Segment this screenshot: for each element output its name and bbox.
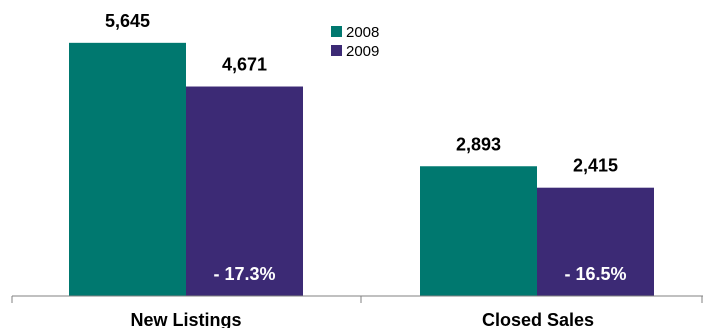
legend: 2008 2009 (331, 24, 379, 60)
value-label-new-listings-2009: 4,671 (222, 55, 267, 75)
x-axis: New Listings Closed Sales (11, 295, 703, 328)
bar-closed-sales-2008 (420, 166, 537, 296)
legend-swatch-2008 (331, 26, 342, 37)
category-label-new-listings: New Listings (130, 310, 241, 328)
bar-new-listings-2008 (69, 42, 186, 296)
legend-label-2008: 2008 (346, 24, 379, 41)
change-label-closed-sales: - 16.5% (564, 264, 626, 284)
bar-new-listings-2009 (186, 86, 303, 296)
value-label-closed-sales-2008: 2,893 (456, 134, 501, 154)
legend-label-2009: 2009 (346, 43, 379, 60)
bar-closed-sales-2009 (537, 187, 654, 296)
change-label-new-listings: - 17.3% (213, 264, 275, 284)
category-label-closed-sales: Closed Sales (482, 310, 594, 328)
value-label-new-listings-2008: 5,645 (105, 11, 150, 31)
value-labels-group: 5,645 4,671 - 17.3% 2,893 2,415 - 16.5% (105, 11, 627, 284)
bars-group (69, 42, 654, 296)
value-label-closed-sales-2009: 2,415 (573, 156, 618, 176)
legend-swatch-2009 (331, 45, 342, 56)
